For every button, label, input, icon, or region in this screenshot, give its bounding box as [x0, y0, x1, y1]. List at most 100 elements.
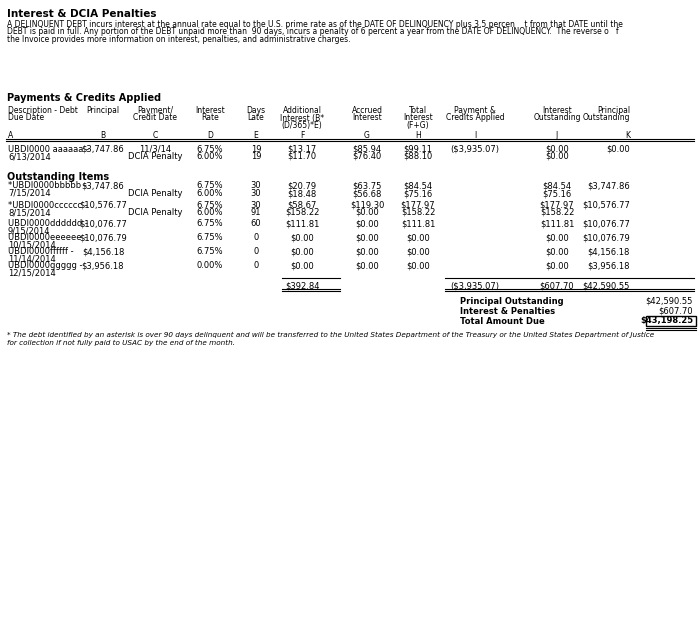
- Text: $177.97: $177.97: [400, 200, 435, 210]
- Text: UBDI0000eeeeee -: UBDI0000eeeeee -: [8, 234, 87, 242]
- Text: 91: 91: [251, 208, 261, 217]
- Text: $0.00: $0.00: [355, 208, 379, 217]
- Text: Interest: Interest: [195, 106, 225, 115]
- Text: $607.70: $607.70: [659, 307, 693, 316]
- Text: $0.00: $0.00: [545, 152, 569, 161]
- Bar: [646, 316, 696, 326]
- Text: Payments & Credits Applied: Payments & Credits Applied: [7, 93, 161, 103]
- Text: Interest & Penalties: Interest & Penalties: [460, 307, 555, 316]
- Text: A DELINQUENT DEBT incurs interest at the annual rate equal to the U.S. prime rat: A DELINQUENT DEBT incurs interest at the…: [7, 20, 623, 29]
- Text: 6.75%: 6.75%: [197, 200, 223, 210]
- Text: $84.54: $84.54: [542, 182, 572, 190]
- Text: 30: 30: [251, 189, 261, 198]
- Text: Interest (B*: Interest (B*: [280, 114, 324, 122]
- Text: Outstanding Items: Outstanding Items: [7, 172, 109, 182]
- Text: 10/15/2014: 10/15/2014: [8, 241, 56, 250]
- Text: UBDI0000ggggg -: UBDI0000ggggg -: [8, 261, 83, 271]
- Text: K: K: [625, 130, 630, 140]
- Text: $13.17: $13.17: [288, 145, 316, 153]
- Text: $3,747.86: $3,747.86: [587, 182, 630, 190]
- Text: 6.75%: 6.75%: [197, 247, 223, 256]
- Text: UBDI0000dddddd -: UBDI0000dddddd -: [8, 219, 88, 229]
- Text: 8/15/2014: 8/15/2014: [8, 208, 50, 217]
- Text: * The debt identified by an asterisk is over 90 days delinquent and will be tran: * The debt identified by an asterisk is …: [7, 331, 654, 337]
- Text: $0.00: $0.00: [545, 247, 569, 256]
- Text: $20.79: $20.79: [288, 182, 316, 190]
- Text: Interest: Interest: [542, 106, 572, 115]
- Text: I: I: [474, 130, 476, 140]
- Text: 11/3/14: 11/3/14: [139, 145, 171, 153]
- Text: $42,590.55: $42,590.55: [645, 297, 693, 305]
- Text: $0.00: $0.00: [545, 145, 569, 153]
- Text: $111.81: $111.81: [401, 219, 435, 229]
- Text: $158.22: $158.22: [285, 208, 319, 217]
- Text: C: C: [153, 130, 158, 140]
- Text: $0.00: $0.00: [355, 247, 379, 256]
- Text: $111.81: $111.81: [540, 219, 574, 229]
- Text: DCIA Penalty: DCIA Penalty: [127, 208, 182, 217]
- Text: 9/15/2014: 9/15/2014: [8, 227, 50, 236]
- Text: $0.00: $0.00: [355, 261, 379, 271]
- Text: $99.11: $99.11: [403, 145, 433, 153]
- Text: $3,956.18: $3,956.18: [587, 261, 630, 271]
- Text: $0.00: $0.00: [290, 234, 314, 242]
- Text: 0: 0: [253, 234, 258, 242]
- Text: $3,956.18: $3,956.18: [82, 261, 125, 271]
- Text: 0: 0: [253, 247, 258, 256]
- Text: Outstanding: Outstanding: [533, 114, 581, 122]
- Text: (D/365)*E): (D/365)*E): [281, 121, 323, 130]
- Text: $10,576.77: $10,576.77: [582, 200, 630, 210]
- Text: Total Amount Due: Total Amount Due: [460, 316, 545, 326]
- Text: 6.75%: 6.75%: [197, 219, 223, 229]
- Text: Outstanding: Outstanding: [582, 114, 630, 122]
- Text: DCIA Penalty: DCIA Penalty: [127, 152, 182, 161]
- Text: $0.00: $0.00: [545, 261, 569, 271]
- Text: $158.22: $158.22: [401, 208, 435, 217]
- Text: $0.00: $0.00: [406, 247, 430, 256]
- Text: $10,076.79: $10,076.79: [582, 234, 630, 242]
- Text: 6.00%: 6.00%: [197, 208, 223, 217]
- Text: $42,590.55: $42,590.55: [582, 282, 630, 290]
- Text: 19: 19: [251, 152, 261, 161]
- Text: Accrued: Accrued: [351, 106, 382, 115]
- Text: $0.00: $0.00: [355, 219, 379, 229]
- Text: E: E: [253, 130, 258, 140]
- Text: 6.00%: 6.00%: [197, 152, 223, 161]
- Text: 19: 19: [251, 145, 261, 153]
- Text: ($3,935.07): ($3,935.07): [451, 145, 500, 153]
- Text: $0.00: $0.00: [290, 247, 314, 256]
- Text: 6.75%: 6.75%: [197, 182, 223, 190]
- Text: Total: Total: [409, 106, 427, 115]
- Text: Credit Date: Credit Date: [133, 114, 177, 122]
- Text: UBDI0000 aaaaaa -: UBDI0000 aaaaaa -: [8, 145, 89, 153]
- Text: 30: 30: [251, 200, 261, 210]
- Text: Interest & DCIA Penalties: Interest & DCIA Penalties: [7, 9, 157, 19]
- Text: DEBT is paid in full. Any portion of the DEBT unpaid more than  90 days, incurs : DEBT is paid in full. Any portion of the…: [7, 27, 619, 36]
- Text: $111.81: $111.81: [285, 219, 319, 229]
- Text: Interest: Interest: [403, 114, 433, 122]
- Text: Due Date: Due Date: [8, 114, 44, 122]
- Text: Days: Days: [246, 106, 265, 115]
- Text: 6.75%: 6.75%: [197, 145, 223, 153]
- Text: Payment/: Payment/: [137, 106, 173, 115]
- Text: Late: Late: [248, 114, 265, 122]
- Text: 11/14/2014: 11/14/2014: [8, 255, 56, 264]
- Text: $119.30: $119.30: [350, 200, 384, 210]
- Text: $177.97: $177.97: [540, 200, 574, 210]
- Text: $76.40: $76.40: [352, 152, 382, 161]
- Text: Additional: Additional: [283, 106, 321, 115]
- Text: $0.00: $0.00: [355, 234, 379, 242]
- Text: *UBDI0000cccccc -: *UBDI0000cccccc -: [8, 200, 88, 210]
- Text: Payment &: Payment &: [454, 106, 496, 115]
- Text: $0.00: $0.00: [606, 145, 630, 153]
- Text: H: H: [415, 130, 421, 140]
- Text: $56.68: $56.68: [352, 189, 382, 198]
- Text: $392.84: $392.84: [285, 282, 319, 290]
- Text: (F+G): (F+G): [407, 121, 429, 130]
- Text: Principal Outstanding: Principal Outstanding: [460, 297, 564, 305]
- Text: $75.16: $75.16: [542, 189, 572, 198]
- Text: 0: 0: [253, 261, 258, 271]
- Text: $4,156.18: $4,156.18: [587, 247, 630, 256]
- Text: $11.70: $11.70: [288, 152, 316, 161]
- Text: $63.75: $63.75: [352, 182, 382, 190]
